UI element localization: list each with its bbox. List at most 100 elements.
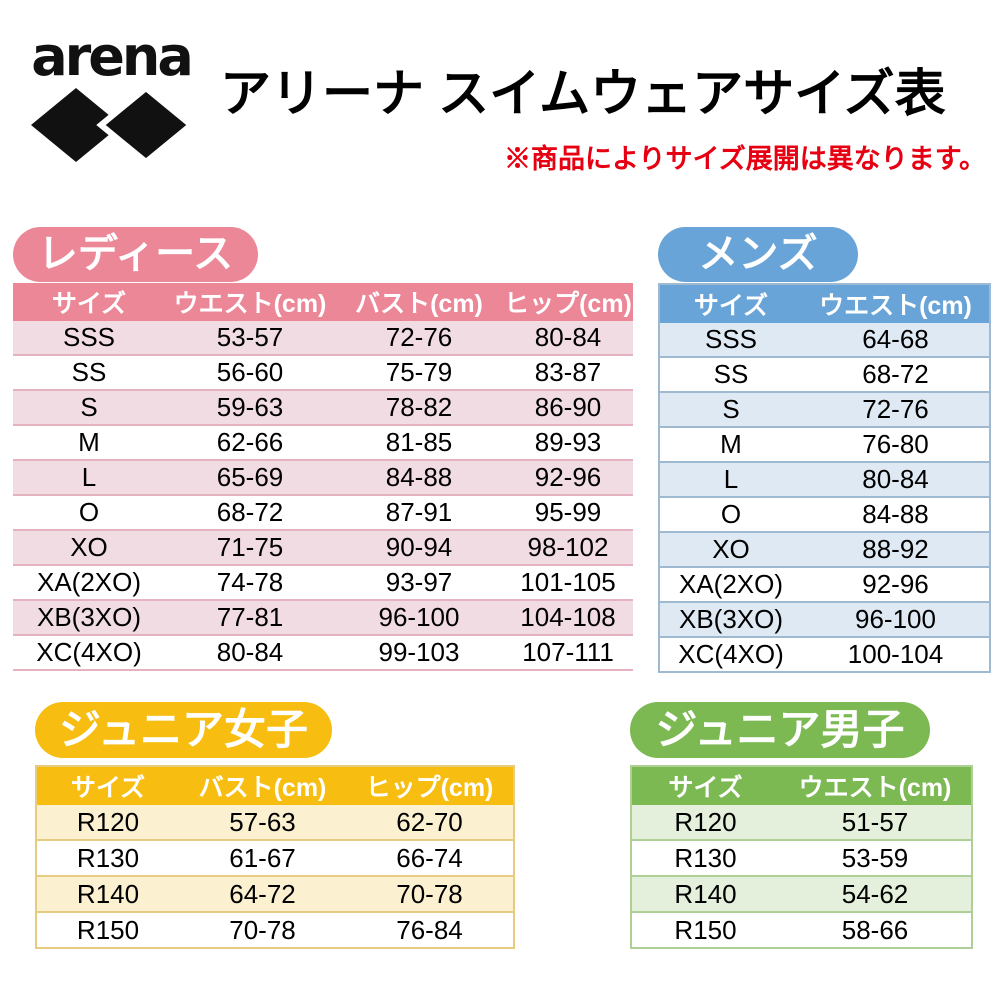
table-cell: 83-87 [534, 357, 602, 387]
table-cell: 72-76 [862, 394, 929, 424]
ladies-size-table: サイズ ウエスト(cm) バスト(cm) ヒップ(cm) SSS 53-57 72-76 8… [13, 283, 633, 671]
table-cell: XO [712, 534, 750, 564]
junior-girls-size-table: サイズ バスト(cm) ヒップ(cm) R120 57-63 62-70 R130 61-6… [35, 765, 515, 949]
table-row: XC(4XO) 80-84 99-103 107-111 [13, 635, 633, 670]
arena-diamonds-icon [31, 88, 191, 162]
column-header: バスト(cm) [179, 766, 346, 805]
table-cell: 62-66 [216, 427, 284, 457]
table-row: O 84-88 [659, 497, 990, 532]
page-title: アリーナ スイムウェアサイズ表 [220, 65, 946, 122]
table-cell: 58-66 [841, 914, 909, 945]
table-row: XC(4XO) 100-104 [659, 637, 990, 672]
table-cell: O [720, 499, 742, 529]
table-row: R150 70-78 76-84 [36, 912, 514, 948]
table-cell: XO [70, 532, 108, 562]
column-header: ウエスト(cm) [165, 283, 335, 321]
table-cell: R150 [674, 914, 737, 945]
table-cell: R140 [76, 878, 140, 909]
table-cell: 74-78 [216, 567, 284, 597]
column-header: バスト(cm) [335, 283, 503, 321]
table-cell: SSS [62, 322, 116, 352]
column-header: サイズ [13, 283, 165, 321]
table-row: SS 68-72 [659, 357, 990, 392]
table-cell: M [720, 429, 742, 459]
table-cell: 87-91 [385, 497, 453, 527]
table-cell: SSS [704, 324, 758, 354]
column-header: サイズ [631, 766, 779, 805]
table-row: L 80-84 [659, 462, 990, 497]
table-cell: 70-78 [229, 914, 296, 945]
table-cell: 53-57 [216, 322, 284, 352]
ladies-badge: レディース [13, 227, 258, 282]
table-cell: XB(3XO) [678, 604, 784, 634]
table-cell: XA(2XO) [36, 567, 142, 597]
table-cell: 62-70 [396, 806, 463, 837]
table-cell: 104-108 [520, 602, 616, 632]
table-row: XA(2XO) 92-96 [659, 567, 990, 602]
table-row: R120 57-63 62-70 [36, 805, 514, 840]
table-cell: 101-105 [520, 567, 616, 597]
table-cell: 107-111 [522, 637, 614, 667]
table-cell: S [80, 392, 98, 422]
table-cell: 95-99 [534, 497, 602, 527]
table-cell: 100-104 [847, 639, 944, 669]
table-row: R130 61-67 66-74 [36, 840, 514, 876]
table-header-row: サイズ ウエスト(cm) バスト(cm) ヒップ(cm) [13, 283, 633, 321]
table-cell: 57-63 [229, 806, 296, 837]
table-cell: 61-67 [229, 842, 296, 873]
table-cell: 53-59 [841, 842, 909, 873]
junior-girls-badge: ジュニア女子 [35, 702, 332, 758]
table-row: M 76-80 [659, 427, 990, 462]
table-cell: XC(4XO) [36, 637, 142, 667]
table-cell: 76-84 [396, 914, 463, 945]
table-cell: 75-79 [385, 357, 453, 387]
table-row: R140 54-62 [631, 876, 972, 912]
junior-boys-section: ジュニア男子 サイズ ウエスト(cm) R120 51-57 R130 53-59 R14… [630, 702, 973, 949]
table-row: S 59-63 78-82 86-90 [13, 390, 633, 425]
table-cell: 65-69 [216, 462, 284, 492]
table-cell: 88-92 [862, 534, 929, 564]
column-header: ウエスト(cm) [802, 284, 990, 323]
table-cell: 68-72 [862, 359, 929, 389]
table-cell: 92-96 [534, 462, 602, 492]
table-cell: 99-103 [378, 637, 460, 667]
table-cell: R130 [674, 842, 737, 873]
table-cell: 59-63 [216, 392, 284, 422]
table-row: SSS 64-68 [659, 323, 990, 357]
table-cell: 93-97 [385, 567, 453, 597]
table-cell: 70-78 [396, 878, 463, 909]
table-cell: 86-90 [534, 392, 602, 422]
table-cell: 64-68 [862, 324, 929, 354]
junior-boys-badge: ジュニア男子 [630, 702, 930, 758]
mens-section: メンズ サイズ ウエスト(cm) SSS 64-68 SS 68-72 S 72-76 M 76… [658, 227, 991, 673]
table-row: XB(3XO) 96-100 [659, 602, 990, 637]
table-cell: R140 [674, 878, 737, 909]
column-header: サイズ [659, 284, 802, 323]
table-cell: 80-84 [216, 637, 284, 667]
column-header: サイズ [36, 766, 179, 805]
table-cell: 54-62 [841, 878, 909, 909]
column-header: ヒップ(cm) [503, 283, 633, 321]
table-row: L 65-69 84-88 92-96 [13, 460, 633, 495]
table-cell: 96-100 [378, 602, 460, 632]
table-cell: 98-102 [527, 532, 609, 562]
table-cell: 84-88 [862, 499, 929, 529]
table-cell: L [723, 464, 739, 494]
table-row: XA(2XO) 74-78 93-97 101-105 [13, 565, 633, 600]
table-row: SSS 53-57 72-76 80-84 [13, 321, 633, 355]
table-cell: XC(4XO) [678, 639, 784, 669]
table-row: SS 56-60 75-79 83-87 [13, 355, 633, 390]
table-cell: O [78, 497, 100, 527]
table-cell: 80-84 [862, 464, 929, 494]
table-cell: 64-72 [229, 878, 296, 909]
table-cell: R150 [76, 914, 140, 945]
column-header: ウエスト(cm) [779, 766, 972, 805]
arena-logo-text: arena [31, 25, 194, 88]
table-row: XO 71-75 90-94 98-102 [13, 530, 633, 565]
junior-girls-section: ジュニア女子 サイズ バスト(cm) ヒップ(cm) R120 57-63 62-70 R… [35, 702, 515, 949]
table-cell: 76-80 [862, 429, 929, 459]
table-cell: 90-94 [385, 532, 453, 562]
table-cell: 92-96 [862, 569, 929, 599]
column-header: ヒップ(cm) [346, 766, 514, 805]
